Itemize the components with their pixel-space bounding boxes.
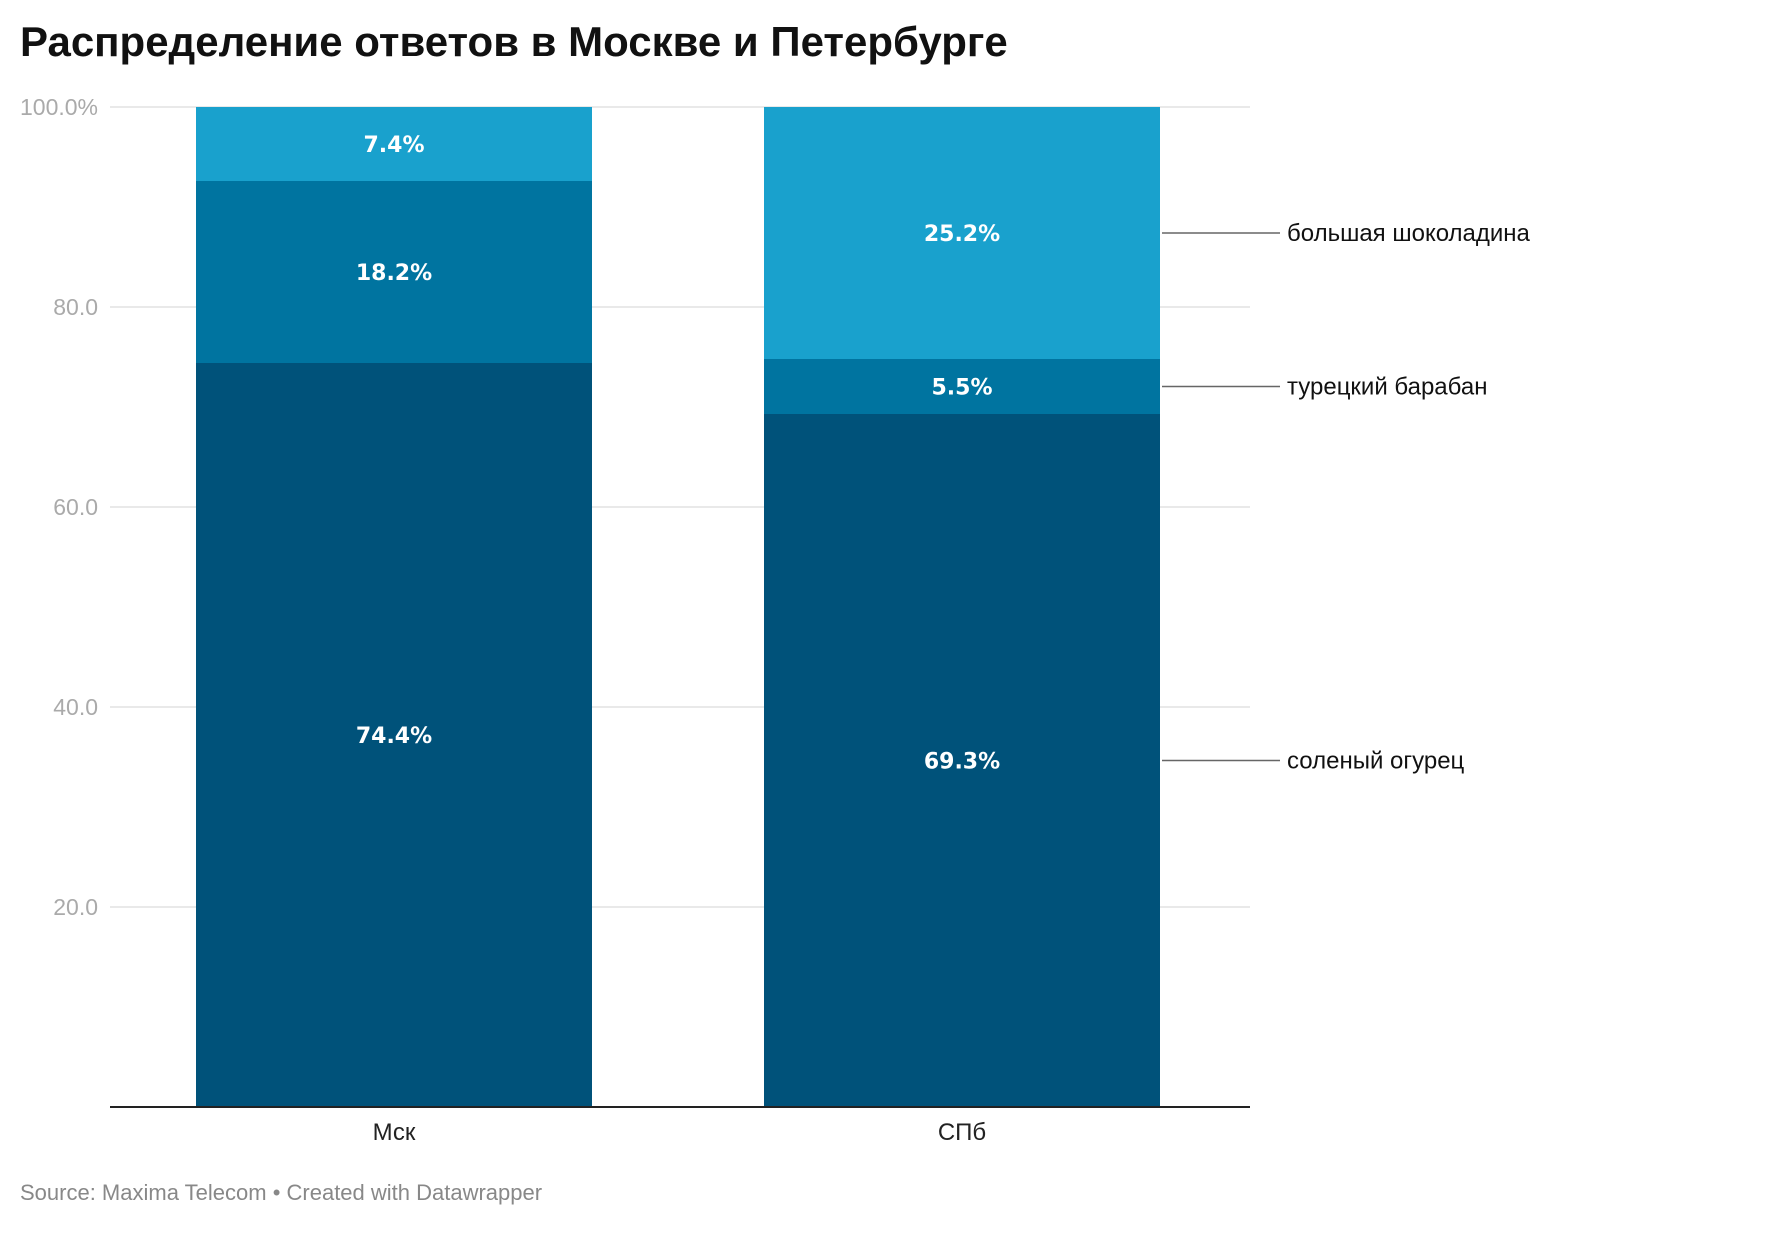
axes: 20.0 40.0 60.0 80.0 100.0% Мск СПб — [20, 94, 1250, 1146]
series-label: большая шоколадина — [1287, 220, 1531, 247]
bars — [196, 107, 1160, 1107]
x-tick-label: СПб — [938, 1119, 986, 1146]
series-label: турецкий барабан — [1287, 374, 1487, 401]
bar-segment — [764, 414, 1160, 1107]
series-labels: соленый огурец турецкий барабан большая шо… — [1162, 220, 1531, 775]
series-label: соленый огурец — [1287, 748, 1465, 775]
data-label: 69.3% — [924, 750, 1000, 775]
x-tick-label: Мск — [373, 1119, 416, 1146]
source-note: Source: Maxima Telecom • Created with Da… — [20, 1180, 543, 1205]
bar-segment — [764, 107, 1160, 359]
y-tick-label: 60.0 — [53, 494, 98, 520]
bar-segment — [196, 363, 592, 1107]
y-tick-label: 40.0 — [53, 694, 98, 720]
y-tick-label: 20.0 — [53, 894, 98, 920]
data-label: 5.5% — [931, 376, 992, 401]
chart-title: Распределение ответов в Москве и Петербу… — [20, 18, 1008, 65]
data-label: 18.2% — [356, 261, 432, 286]
bar-segment — [196, 107, 592, 181]
y-tick-label: 80.0 — [53, 294, 98, 320]
bar-segment — [764, 359, 1160, 414]
data-label: 74.4% — [356, 724, 432, 749]
data-labels: 74.4% 18.2% 7.4% 69.3% 5.5% 25.2% — [356, 133, 1000, 775]
y-tick-label: 100.0% — [20, 94, 98, 120]
bar-segment — [196, 181, 592, 363]
data-label: 7.4% — [363, 133, 424, 158]
data-label: 25.2% — [924, 222, 1000, 247]
